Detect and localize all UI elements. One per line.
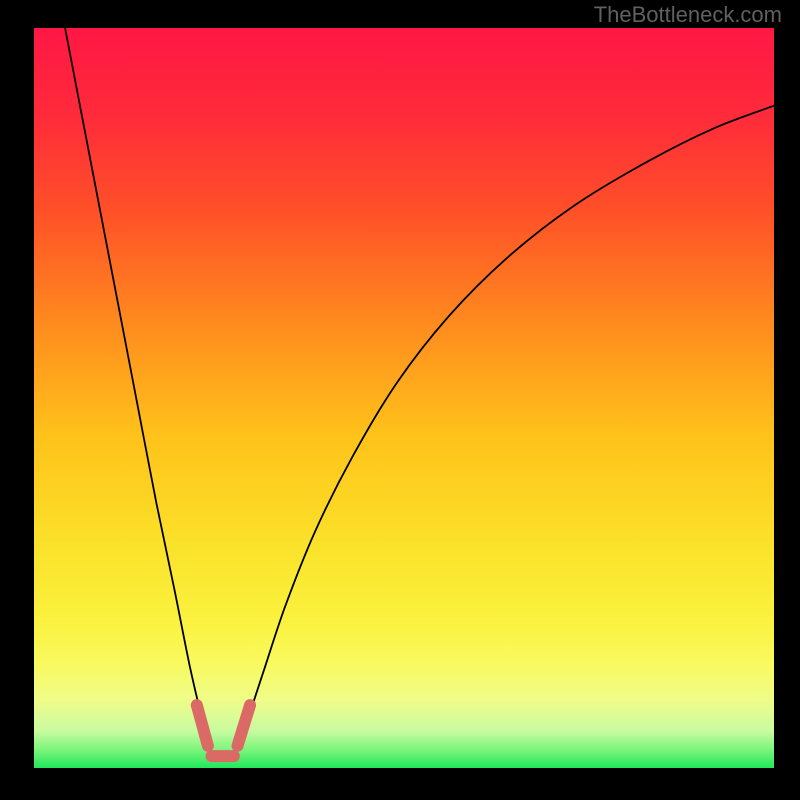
watermark-text: TheBottleneck.com xyxy=(594,2,782,28)
plot-gradient-background xyxy=(34,28,774,768)
chart-stage: TheBottleneck.com xyxy=(0,0,800,800)
